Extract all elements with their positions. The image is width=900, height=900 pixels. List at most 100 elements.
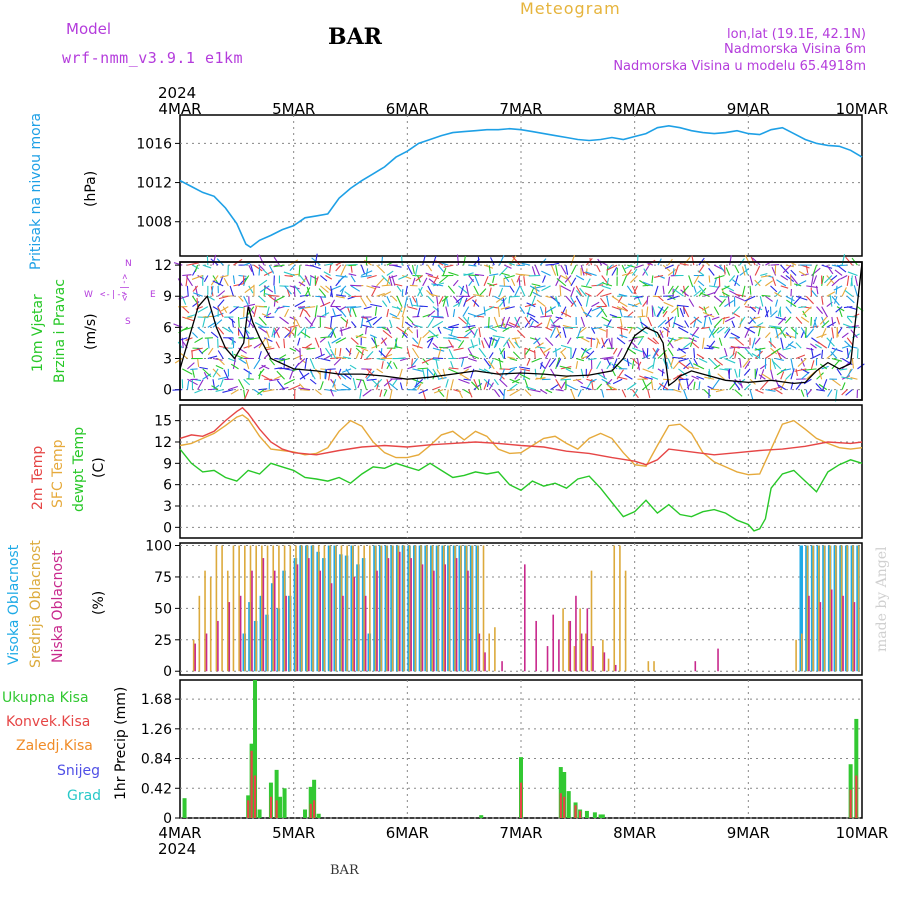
wind-arrow	[253, 306, 257, 318]
wind-arrow	[186, 380, 190, 390]
wind-arrow	[279, 354, 287, 359]
wind-arrow	[333, 358, 342, 366]
wind-arrow	[570, 300, 577, 307]
wind-arrow	[339, 306, 347, 311]
wind-arrow	[294, 354, 303, 360]
wind-arrow	[560, 381, 566, 390]
wind-arrow	[524, 379, 530, 391]
wind-arrow	[765, 280, 774, 287]
cloud-mid-bar	[329, 545, 331, 672]
wind-arrow	[508, 321, 521, 328]
wind-arrow	[363, 306, 372, 310]
wind-arrow	[427, 317, 435, 328]
wind-arrow	[452, 279, 459, 287]
wind-arrow	[624, 374, 633, 380]
wind-arrow	[626, 358, 630, 367]
wind-arrow	[712, 326, 720, 335]
wind-arrow	[545, 326, 553, 331]
wind-arrow	[335, 274, 348, 278]
wind-arrow	[181, 306, 190, 314]
wind-arrow	[330, 389, 334, 397]
wind-arrow	[458, 378, 470, 384]
wind-arrow	[748, 316, 756, 325]
wind-arrow	[506, 323, 515, 328]
wind-arrow	[401, 255, 403, 266]
wind-arrow	[500, 306, 510, 310]
wind-arrow	[703, 306, 707, 315]
wind-arrow	[483, 276, 489, 287]
bottom-date-label: 7MAR	[499, 824, 542, 842]
wind-arrow	[565, 295, 574, 305]
wind-arrow	[463, 365, 472, 370]
precip-unit-label: 1hr Precip (mm)	[113, 687, 129, 800]
wind-arrow	[381, 337, 387, 346]
wind-arrow	[702, 312, 715, 318]
wind-arrow	[509, 366, 518, 370]
cloud-mid-bar	[357, 545, 360, 672]
cloud-low-bar	[717, 648, 719, 672]
wind-arrow	[217, 376, 228, 380]
wind-arrow	[320, 285, 329, 293]
top-date-label: 8MAR	[613, 100, 656, 118]
wind-arrow	[355, 335, 367, 339]
wind-arrow	[348, 264, 357, 267]
wind-arrow	[483, 306, 486, 316]
wind-arrow	[642, 350, 649, 359]
wind-arrow	[545, 389, 553, 394]
wind-arrow	[652, 306, 656, 317]
precip-legend-frozen: Zaledj.Kisa	[16, 738, 93, 754]
wind-arrow	[261, 364, 270, 370]
wind-arrow	[749, 306, 757, 313]
wind-arrow	[439, 275, 449, 284]
wind-arrow	[478, 347, 487, 358]
wind-arrow	[830, 351, 838, 359]
wind-arrow	[470, 339, 475, 349]
wind-arrow	[523, 368, 526, 381]
wind-arrow	[307, 326, 316, 329]
wind-arrow	[770, 310, 778, 318]
wind-arrow	[276, 380, 286, 390]
precip-conv-bar	[247, 800, 250, 818]
wind-arrow	[298, 387, 311, 391]
cloud-mid-bar	[289, 545, 292, 672]
wind-arrow	[797, 358, 807, 367]
wind-arrow	[448, 368, 460, 375]
wind-arrow	[371, 344, 380, 349]
wind-arrow	[380, 337, 388, 345]
wind-arrow	[674, 264, 679, 276]
wind-arrow	[687, 366, 699, 370]
wind-arrow	[672, 316, 677, 328]
station-title: BAR	[328, 24, 383, 50]
wind-arrow	[734, 337, 745, 346]
cloud-low-bar	[296, 564, 299, 672]
wind-arrow	[617, 347, 623, 358]
wind-arrow	[790, 296, 793, 307]
cloud-mid-bar	[494, 627, 496, 672]
wind-arrow	[631, 359, 635, 369]
wind-arrow	[210, 285, 214, 295]
wind-arrow	[488, 326, 498, 332]
wind-arrow	[411, 347, 420, 359]
cloud-low-bar	[285, 595, 287, 672]
wind-arrow	[376, 357, 386, 361]
model-elevation-info: Nadmorska Visina u modelu 65.4918m	[613, 59, 866, 74]
wind-arrow	[296, 358, 306, 367]
wind-arrow	[775, 299, 779, 307]
sfc-temp-line	[179, 414, 863, 476]
wind-arrow	[468, 275, 475, 283]
wind-arrow	[667, 316, 671, 327]
wind-arrow	[621, 306, 629, 312]
wind-arrow	[678, 326, 689, 334]
wind-arrow	[626, 311, 634, 318]
wind-arrow	[381, 361, 384, 369]
wind-arrow	[352, 377, 357, 390]
wind-arrow	[432, 255, 437, 266]
wind-arrow	[627, 303, 638, 308]
wind-arrow	[534, 264, 541, 276]
wind-arrow	[294, 285, 302, 295]
wind-arrow	[284, 378, 296, 385]
wind-arrow	[841, 287, 847, 297]
wind-arrow	[381, 256, 383, 266]
wind-arrow	[811, 290, 817, 297]
wind-arrow	[314, 253, 318, 266]
